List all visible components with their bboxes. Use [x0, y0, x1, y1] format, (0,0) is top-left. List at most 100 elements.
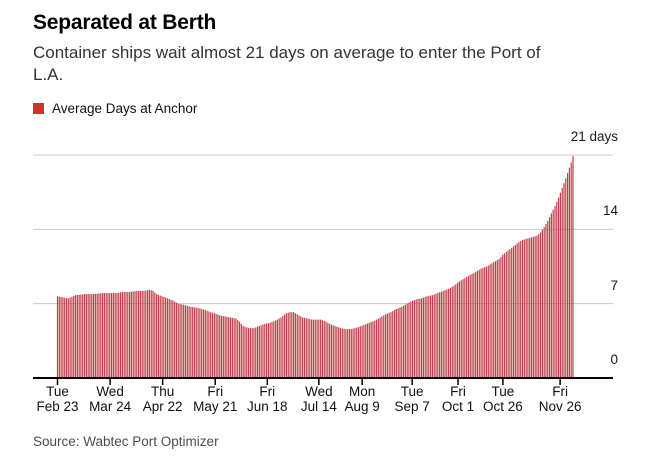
bar: [240, 323, 242, 378]
chart-legend: Average Days at Anchor: [33, 101, 197, 116]
bar: [101, 293, 104, 378]
bar: [502, 254, 504, 378]
bar: [363, 324, 365, 378]
bar: [430, 295, 432, 378]
bar: [541, 229, 543, 378]
bar: [334, 325, 336, 378]
bar: [536, 235, 538, 378]
bar: [539, 232, 542, 378]
bar: [94, 293, 96, 378]
bar: [96, 293, 98, 378]
bar: [384, 314, 387, 378]
x-axis-label-date: Jul 14: [300, 398, 337, 414]
bar: [507, 250, 509, 378]
bar: [476, 270, 479, 378]
bar: [80, 294, 82, 378]
bar: [437, 293, 439, 378]
bar: [226, 316, 228, 378]
bar: [85, 294, 87, 378]
bar: [350, 329, 352, 378]
bar: [433, 294, 435, 378]
bar: [343, 328, 345, 378]
bar: [190, 306, 192, 378]
bar: [179, 304, 181, 378]
bar: [307, 318, 309, 378]
bar: [217, 314, 219, 378]
bar: [446, 289, 448, 378]
bar: [287, 312, 289, 378]
bar: [352, 328, 354, 378]
bar: [557, 197, 560, 378]
bar: [60, 296, 62, 378]
bar: [448, 288, 450, 378]
bar: [210, 312, 212, 378]
bar: [505, 251, 507, 378]
bar: [514, 244, 516, 378]
bar: [150, 290, 152, 378]
bar: [161, 296, 163, 378]
bar: [568, 167, 570, 378]
bar: [410, 301, 412, 378]
bar: [372, 321, 374, 378]
bar: [303, 317, 306, 378]
bar: [464, 278, 466, 378]
bar: [289, 312, 291, 378]
bar: [503, 253, 506, 378]
bar: [296, 314, 298, 378]
x-axis-label-date: May 21: [193, 398, 238, 414]
bar: [285, 313, 288, 378]
bar: [525, 238, 527, 378]
bar: [82, 294, 84, 378]
bar: [559, 192, 561, 378]
x-axis-label-weekday: Fri: [207, 384, 224, 399]
bar: [511, 247, 513, 378]
bar: [265, 323, 268, 378]
x-axis-label-weekday: Tue: [491, 384, 515, 399]
bar: [197, 307, 199, 378]
bar: [543, 227, 545, 378]
bar: [538, 234, 540, 378]
bar: [485, 266, 488, 378]
bar: [233, 318, 235, 378]
bar: [323, 321, 325, 378]
bar: [325, 321, 327, 378]
bar: [264, 323, 266, 378]
bar: [570, 162, 572, 378]
bar: [489, 264, 491, 378]
bar: [193, 307, 196, 378]
bar: [471, 273, 473, 378]
bar: [332, 325, 334, 378]
bar: [311, 319, 313, 378]
bar: [469, 275, 471, 378]
bar: [406, 303, 408, 378]
bar: [258, 325, 260, 378]
bar: [417, 299, 419, 378]
bar: [247, 328, 250, 378]
bar: [127, 291, 129, 378]
x-axis-label-date: Apr 22: [142, 398, 183, 414]
bar: [156, 294, 158, 378]
bar: [473, 272, 475, 378]
bar: [276, 319, 278, 378]
bar: [397, 308, 399, 378]
bar: [76, 294, 78, 378]
bar: [316, 319, 318, 378]
bar: [494, 261, 497, 378]
bar: [321, 320, 324, 378]
x-axis-label-weekday: Thu: [151, 384, 175, 399]
bar: [267, 323, 269, 378]
bar: [318, 319, 320, 378]
bar: [114, 293, 116, 378]
bar: [451, 286, 453, 378]
bar: [67, 298, 69, 378]
bar: [154, 292, 156, 378]
bar: [174, 301, 176, 378]
bar: [491, 263, 493, 378]
bar: [202, 309, 205, 378]
bar: [64, 297, 66, 378]
y-axis-label: 0: [610, 352, 618, 367]
bar: [256, 326, 259, 378]
bar: [565, 178, 567, 378]
bar: [103, 293, 105, 378]
